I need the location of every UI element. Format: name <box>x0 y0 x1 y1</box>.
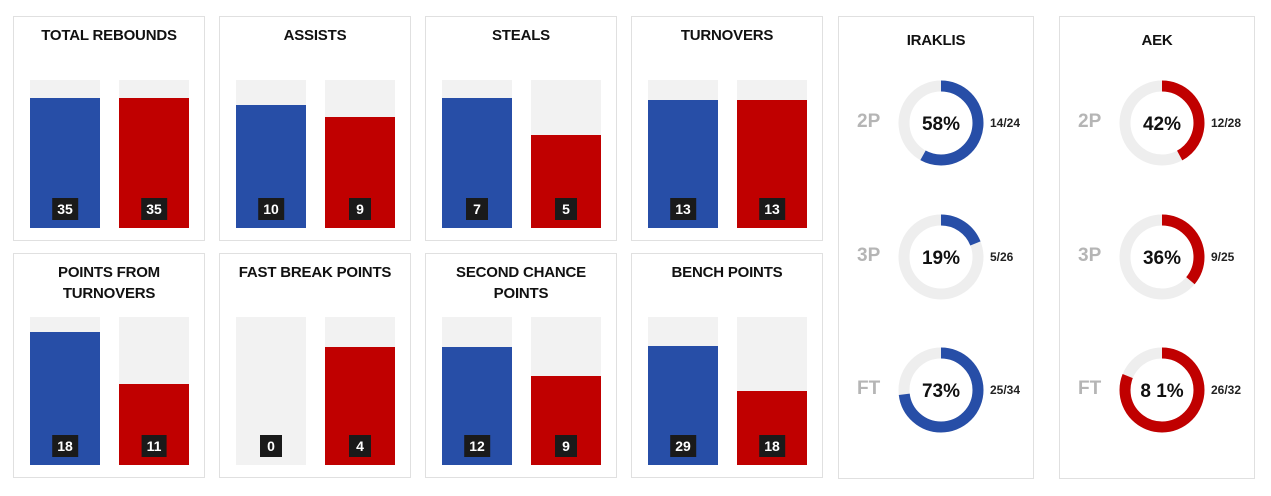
stat-panel-bench-points: BENCH POINTS 29 18 <box>631 253 823 478</box>
stat-panel-fast-break-points: FAST BREAK POINTS 0 4 <box>219 253 411 478</box>
ring-arc <box>1119 80 1205 166</box>
shot-type-label: 3P <box>1078 245 1102 266</box>
bar-value-label: 10 <box>258 198 284 220</box>
bar-value-label: 4 <box>349 435 371 457</box>
bar-value-label: 11 <box>141 435 167 457</box>
ring-arc <box>1119 347 1205 433</box>
bar-value-label: 29 <box>670 435 696 457</box>
team-name: AEK <box>1141 32 1173 49</box>
stat-title: STEALS <box>492 27 550 44</box>
bar-track: 35 <box>119 80 189 228</box>
shot-type-label: FT <box>1078 378 1102 399</box>
bar-track: 13 <box>737 80 807 228</box>
bar-value-label: 35 <box>141 198 167 220</box>
bar-value-label: 9 <box>349 198 371 220</box>
bar-track: 7 <box>442 80 512 228</box>
team-name: IRAKLIS <box>906 32 966 49</box>
ring-percent-label: 19% <box>922 248 960 269</box>
bar-track: 9 <box>531 317 601 465</box>
made-attempted-label: 26/32 <box>1211 383 1242 397</box>
made-attempted-label: 14/24 <box>990 116 1021 130</box>
bar-value-label: 18 <box>759 435 785 457</box>
stat-title: SECOND CHANCE POINTS <box>456 264 586 302</box>
stat-panel-steals: STEALS 7 5 <box>425 16 617 241</box>
stat-panel-total-rebounds: TOTAL REBOUNDS 35 35 <box>13 16 205 241</box>
ring-arc <box>898 214 984 300</box>
stat-title: TURNOVERS <box>680 27 774 44</box>
bar-track: 5 <box>531 80 601 228</box>
shooting-ring: 73% <box>898 347 984 433</box>
stat-panel-second-chance-points: SECOND CHANCE POINTS 12 9 <box>425 253 617 478</box>
bar-track: 4 <box>325 317 395 465</box>
bar-value-label: 12 <box>464 435 490 457</box>
bar-value-label: 18 <box>52 435 78 457</box>
bar-track: 11 <box>119 317 189 465</box>
bar-track: 13 <box>648 80 718 228</box>
stat-panel-assists: ASSISTS 10 9 <box>219 16 411 241</box>
ring-arc <box>898 347 984 433</box>
team-shooting-panel-aek: AEK 2P 42% 12/28 3P 36% 9/25 FT 8 1% 26/32 <box>1059 16 1255 479</box>
made-attempted-label: 25/34 <box>990 383 1021 397</box>
ring-arc <box>1119 214 1205 300</box>
shot-type-label: 2P <box>857 111 881 132</box>
bar-track: 29 <box>648 317 718 465</box>
shooting-ring: 42% <box>1119 80 1205 166</box>
stat-panel-turnovers: TURNOVERS 13 13 <box>631 16 823 241</box>
bar-value-label: 7 <box>466 198 488 220</box>
made-attempted-label: 12/28 <box>1211 116 1242 130</box>
bar-value-label: 13 <box>670 198 696 220</box>
bar-value-label: 35 <box>52 198 78 220</box>
bar-track: 10 <box>236 80 306 228</box>
bar-track: 35 <box>30 80 100 228</box>
ring-arc <box>898 80 984 166</box>
bar-value-label: 9 <box>555 435 577 457</box>
ring-percent-label: 58% <box>922 114 960 135</box>
made-attempted-label: 9/25 <box>1211 250 1235 264</box>
shot-type-label: 3P <box>857 245 881 266</box>
bar-track: 18 <box>30 317 100 465</box>
shot-type-label: FT <box>857 378 881 399</box>
ring-percent-label: 36% <box>1143 248 1181 269</box>
ring-percent-label: 42% <box>1143 114 1181 135</box>
shooting-ring: 36% <box>1119 214 1205 300</box>
shooting-ring: 8 1% <box>1119 347 1205 433</box>
bar-track: 18 <box>737 317 807 465</box>
shot-type-label: 2P <box>1078 111 1102 132</box>
bar-value-label: 13 <box>759 198 785 220</box>
ring-percent-label: 73% <box>922 381 960 402</box>
stat-title: FAST BREAK POINTS <box>238 264 392 281</box>
stat-panel-points-from-turnovers: POINTS FROM TURNOVERS 18 11 <box>13 253 205 478</box>
shooting-ring: 58% <box>898 80 984 166</box>
bar-track: 9 <box>325 80 395 228</box>
bar-track: 12 <box>442 317 512 465</box>
ring-percent-label: 8 1% <box>1140 381 1183 402</box>
shooting-ring: 19% <box>898 214 984 300</box>
team-shooting-panel-iraklis: IRAKLIS 2P 58% 14/24 3P 19% 5/26 FT 73% 25/34 <box>838 16 1034 479</box>
stat-title: TOTAL REBOUNDS <box>41 27 177 44</box>
stat-title: POINTS FROM TURNOVERS <box>58 264 160 302</box>
stat-title: BENCH POINTS <box>671 264 783 281</box>
bar-value-label: 0 <box>260 435 282 457</box>
bar-track: 0 <box>236 317 306 465</box>
made-attempted-label: 5/26 <box>990 250 1014 264</box>
stat-title: ASSISTS <box>283 27 347 44</box>
bar-value-label: 5 <box>555 198 577 220</box>
